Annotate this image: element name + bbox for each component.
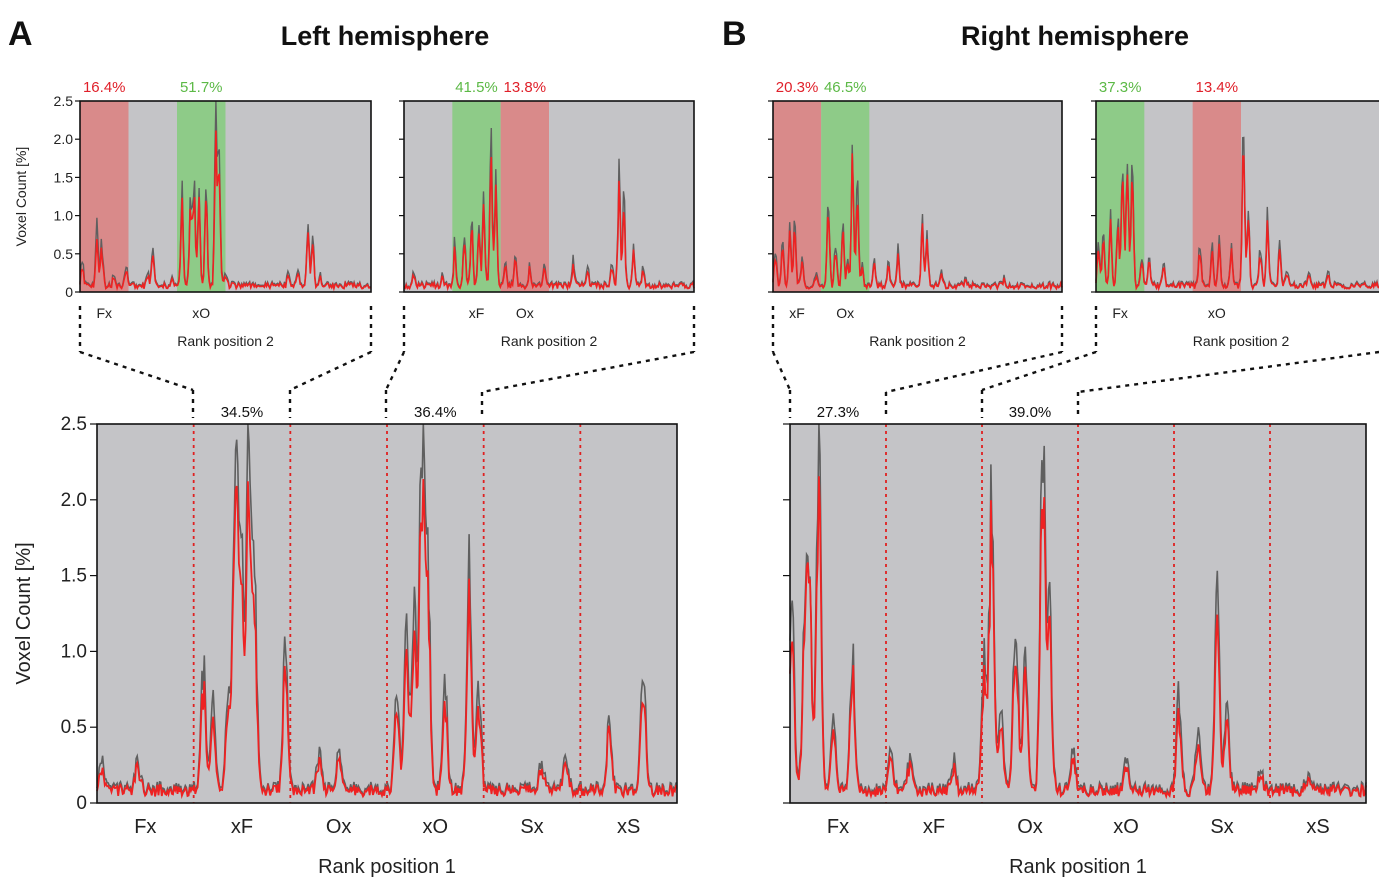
band-green [1096, 101, 1145, 292]
band-red [500, 101, 549, 292]
band-percent-label: 13.8% [504, 79, 547, 96]
y-tick-label: 1.0 [61, 641, 87, 662]
zoom-connector-line [771, 351, 792, 391]
band-percent-label: 46.5% [824, 79, 867, 96]
x-axis-label: Rank position 2 [869, 333, 966, 349]
x-category-label: xO [1208, 305, 1226, 321]
series-lower-line [96, 478, 678, 800]
band-percent-label: 20.3% [776, 79, 819, 96]
y-tick-label: 1.0 [54, 208, 74, 224]
x-category-label: xF [923, 816, 945, 838]
zoom-connector-line [79, 350, 194, 392]
plot-frame [79, 100, 372, 293]
x-category-label: xF [789, 305, 805, 321]
y-tick-label: 1.5 [61, 566, 87, 587]
zoom-connectors [78, 306, 1379, 418]
x-category-label: xS [617, 816, 640, 838]
x-axis-label: Rank position 1 [318, 856, 456, 878]
x-category-label: Fx [134, 816, 156, 838]
x-category-label: Sx [520, 816, 543, 838]
x-category-label: Ox [836, 305, 854, 321]
x-category-label: Fx [1112, 305, 1128, 321]
y-tick-label: 0 [76, 793, 87, 814]
plot-frame [96, 423, 678, 804]
x-category-label: Fx [96, 305, 112, 321]
x-category-label: xF [469, 305, 485, 321]
panel-letter-b: B [722, 15, 747, 53]
series-lower-line [1095, 155, 1379, 292]
plot-frame [403, 100, 695, 293]
x-axis-label: Rank position 2 [1193, 333, 1290, 349]
y-tick-label: 0.5 [61, 717, 87, 738]
x-category-label: Ox [1017, 816, 1043, 838]
panel-letter-a: A [8, 15, 33, 53]
y-tick-label: 0 [65, 284, 73, 300]
series-lower-line [789, 476, 1367, 800]
band-percent-label: 37.3% [1099, 79, 1142, 96]
y-tick-label: 2.5 [54, 93, 74, 109]
x-category-label: xO [1113, 816, 1139, 838]
plot-A-inset-2: xF Ox Rank position 2 41.5% 13.8% [399, 79, 695, 349]
x-category-label: xO [192, 305, 210, 321]
x-category-label: Sx [1210, 816, 1233, 838]
highlight-percent-label: 34.5% [221, 404, 264, 421]
series-lower-line [772, 153, 1063, 292]
series-upper-line [96, 423, 678, 798]
x-category-label: Ox [516, 305, 534, 321]
highlight-percent-label: 36.4% [414, 404, 457, 421]
plot-B-inset-2: Fx xO Rank position 2 37.3% 13.4% [1091, 79, 1379, 349]
zoom-connector-line [885, 350, 1063, 394]
series-lower-line [79, 130, 372, 292]
plot-B-main: Fx xF Ox xO Sx xS Rank position 1 27.3% 39.0% [783, 404, 1367, 878]
y-tick-label: 2.0 [54, 131, 74, 147]
y-axis-label: Voxel Count [%] [13, 147, 29, 247]
plot-A-inset-1: 0 0.5 1.0 1.5 2.0 2.5 Voxel Count [%] Fx xO Rank … [13, 79, 372, 349]
zoom-connector-line [1077, 350, 1379, 394]
band-red [80, 101, 129, 292]
x-axis-label: Rank position 2 [177, 333, 274, 349]
x-category-label: xO [423, 816, 449, 838]
band-percent-label: 13.4% [1196, 79, 1239, 96]
plot-frame [772, 100, 1063, 293]
x-category-label: Fx [827, 816, 849, 838]
y-tick-label: 1.5 [54, 169, 74, 185]
highlight-percent-label: 27.3% [817, 404, 860, 421]
panel-title-right: Right hemisphere [961, 21, 1189, 51]
plot-frame [789, 423, 1367, 804]
band-percent-label: 51.7% [180, 79, 223, 96]
x-axis-label: Rank position 1 [1009, 856, 1147, 878]
band-percent-label: 16.4% [83, 79, 126, 96]
series-lower-line [403, 156, 695, 292]
y-tick-label: 2.0 [61, 490, 87, 511]
y-axis-label: Voxel Count [%] [13, 542, 35, 684]
y-tick-label: 0.5 [54, 246, 74, 262]
x-axis-label: Rank position 2 [501, 333, 598, 349]
band-red [1192, 101, 1241, 292]
x-category-label: Ox [326, 816, 352, 838]
zoom-connector-line [981, 350, 1097, 392]
zoom-connector-line [289, 350, 372, 392]
x-category-label: xF [231, 816, 253, 838]
plot-A-main: 0 0.5 1.0 1.5 2.0 2.5 Voxel Count [%] Fx xF Ox xO S… [13, 404, 678, 878]
plot-B-inset-1: xF Ox Rank position 2 20.3% 46.5% [768, 79, 1063, 349]
plot-frame [1095, 100, 1379, 293]
plots-layer: 0 0.5 1.0 1.5 2.0 2.5 Voxel Count [%] Fx xF Ox xO S… [13, 79, 1379, 878]
panel-title-left: Left hemisphere [281, 21, 490, 51]
band-percent-label: 41.5% [455, 79, 498, 96]
x-category-label: xS [1306, 816, 1329, 838]
zoom-connector-line [384, 351, 406, 391]
highlight-percent-label: 39.0% [1009, 404, 1052, 421]
zoom-connector-line [481, 350, 695, 394]
y-tick-label: 2.5 [61, 414, 87, 435]
